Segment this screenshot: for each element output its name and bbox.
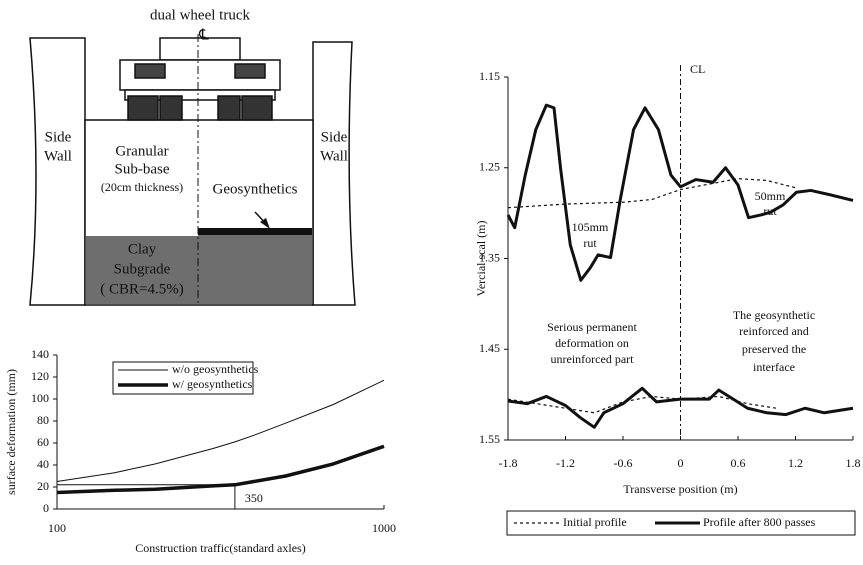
- subbase-label: Granular: [115, 143, 168, 159]
- marker-label: 350: [245, 491, 263, 505]
- y-tick-label: 80: [37, 413, 49, 427]
- subgrade-label: Subgrade: [114, 261, 171, 277]
- wheel: [160, 96, 182, 120]
- y-tick-label: 120: [31, 369, 49, 383]
- y-tick-label: 100: [31, 391, 49, 405]
- wheel: [218, 96, 240, 120]
- annotation: Serious permanent: [547, 320, 637, 334]
- diagram: dual wheel truck ℄ Side Wall Side Wall G…: [30, 7, 355, 305]
- x-tick-label: -1.8: [499, 456, 518, 470]
- annotation: rut: [583, 236, 597, 250]
- annotation: interface: [753, 360, 795, 374]
- annotation: CL: [690, 62, 705, 76]
- series-line: [508, 388, 853, 427]
- wall-label: Side: [321, 129, 348, 145]
- x-tick-label: 100: [48, 521, 66, 535]
- legend-label: w/o geosynthetics: [172, 362, 259, 376]
- legend-label: Initial profile: [563, 515, 627, 529]
- wall-label: Wall: [320, 148, 348, 164]
- x-tick-label: 0.6: [731, 456, 746, 470]
- annotation: preserved the: [742, 342, 806, 356]
- y-tick-label: 0: [43, 501, 49, 515]
- y-tick-label: 60: [37, 435, 49, 449]
- annotation: 50mm: [755, 189, 786, 203]
- x-tick-label: -1.2: [556, 456, 575, 470]
- y-tick-label: 40: [37, 457, 49, 471]
- series-line: [508, 179, 796, 208]
- truck: [120, 38, 280, 120]
- y-tick-label: 140: [31, 347, 49, 361]
- side-wall: [30, 38, 85, 305]
- subbase-label: (20cm thickness): [101, 180, 183, 194]
- y-axis-label: Vercial scal (m): [474, 221, 488, 297]
- subbase-label: Sub-base: [115, 161, 170, 177]
- x-tick-label: 1.8: [846, 456, 861, 470]
- wheel: [242, 96, 272, 120]
- wheel: [128, 96, 158, 120]
- subgrade: [198, 234, 312, 304]
- y-tick-label: 20: [37, 479, 49, 493]
- wall-label: Wall: [44, 148, 72, 164]
- x-tick-label: 1.2: [788, 456, 803, 470]
- x-axis-label: Construction traffic(standard axles): [135, 541, 305, 555]
- y-tick-label: 1.15: [479, 69, 500, 83]
- annotation: unreinforced part: [551, 352, 635, 366]
- x-tick-label: 1000: [372, 521, 396, 535]
- annotation: The geosynthetic: [733, 308, 815, 322]
- annotation: reinforced and: [739, 324, 809, 338]
- x-tick-label: 0: [678, 456, 684, 470]
- x-tick-label: -0.6: [614, 456, 633, 470]
- subgrade-label: Clay: [128, 241, 157, 257]
- annotation: deformation on: [555, 336, 629, 350]
- y-axis-label: surface deformation (mm): [4, 369, 18, 495]
- series-line: [57, 380, 384, 481]
- y-tick-label: 1.45: [479, 341, 500, 355]
- annotation: rut: [763, 204, 777, 218]
- wall-label: Side: [45, 129, 72, 145]
- subgrade-label: ( CBR=4.5%): [100, 281, 183, 297]
- y-tick-label: 1.55: [479, 432, 500, 446]
- centerline-label: ℄: [198, 27, 209, 43]
- headlight: [135, 64, 165, 78]
- geosynthetic-label: Geosynthetics: [213, 181, 298, 197]
- headlight: [235, 64, 265, 78]
- side-wall: [313, 42, 355, 305]
- y-tick-label: 1.25: [479, 160, 500, 174]
- figure: dual wheel truck ℄ Side Wall Side Wall G…: [0, 0, 863, 560]
- geosynthetic-layer: [198, 228, 312, 235]
- series-line: [57, 446, 384, 492]
- legend-label: Profile after 800 passes: [703, 515, 816, 529]
- truck-label: dual wheel truck: [150, 7, 250, 23]
- x-axis-label: Transverse position (m): [623, 482, 737, 496]
- annotation: 105mm: [572, 220, 609, 234]
- legend-label: w/ geosynthetics: [172, 377, 253, 391]
